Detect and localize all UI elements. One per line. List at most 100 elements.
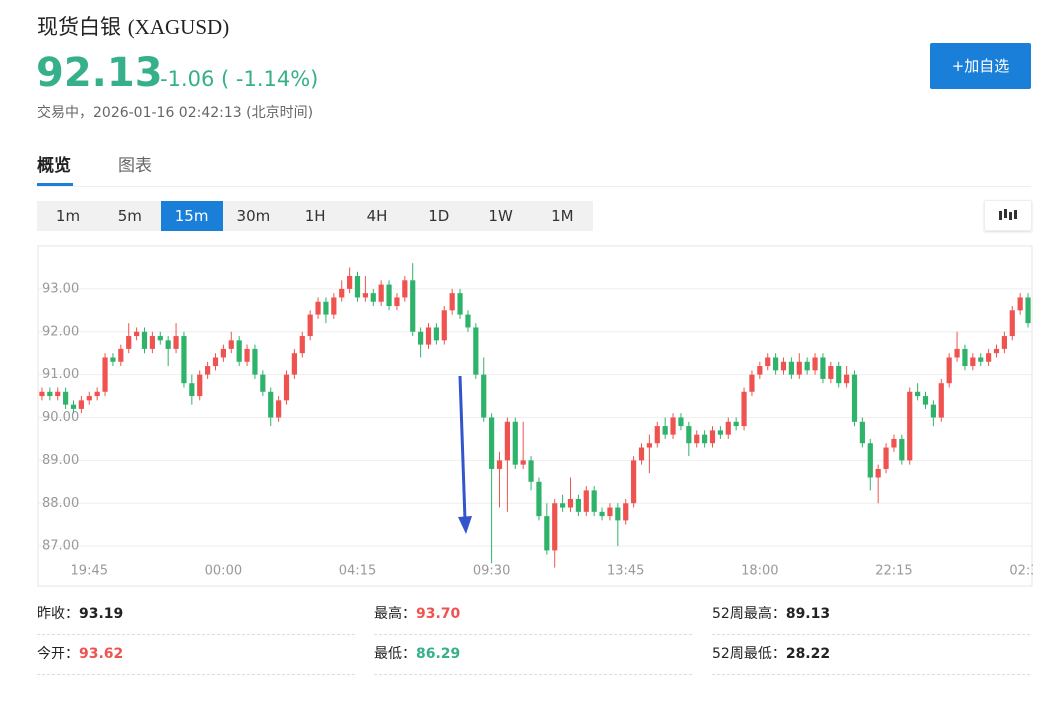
stat-label: 最高： bbox=[374, 606, 416, 622]
candle-body bbox=[347, 276, 353, 289]
stat-divider bbox=[374, 634, 692, 635]
add-watchlist-button[interactable]: +加自选 bbox=[930, 43, 1031, 89]
candle-body bbox=[970, 357, 976, 367]
candle-body bbox=[915, 391, 921, 397]
stat: 52周最高：89.13 bbox=[712, 603, 830, 623]
candle-body bbox=[386, 284, 392, 307]
tab[interactable]: 概览 bbox=[37, 156, 71, 176]
candle-body bbox=[110, 357, 116, 362]
candle-body bbox=[922, 396, 929, 405]
edge-mask bbox=[1033, 560, 1044, 580]
candle-body bbox=[473, 327, 479, 375]
y-tick-label: 90.00 bbox=[42, 410, 79, 425]
candle-body bbox=[410, 280, 416, 332]
candle-body bbox=[291, 353, 297, 375]
candle-body bbox=[686, 426, 692, 444]
candle-body bbox=[520, 460, 526, 465]
y-tick-label: 92.00 bbox=[42, 324, 79, 339]
period-button[interactable]: 15m bbox=[160, 201, 223, 231]
divider bbox=[37, 186, 1031, 187]
candle-body bbox=[63, 391, 69, 405]
candle-body bbox=[1001, 336, 1007, 349]
candle-body bbox=[528, 460, 534, 482]
candlestick-chart: 87.00 88.00 89.00 90.00 91.00 92.00 93.00 19:45… bbox=[37, 245, 1044, 587]
stat-value: 28.22 bbox=[785, 646, 831, 662]
stat: 昨收：93.19 bbox=[37, 603, 123, 623]
candle-body bbox=[804, 361, 810, 371]
candle-body bbox=[276, 400, 282, 418]
candle-body bbox=[812, 357, 818, 371]
stat-value: 89.13 bbox=[785, 606, 831, 622]
candle-body bbox=[481, 374, 487, 418]
candle-body bbox=[354, 276, 361, 298]
period-button[interactable]: 30m bbox=[236, 207, 271, 225]
candle-body bbox=[102, 357, 108, 392]
period-bar bbox=[37, 201, 593, 231]
x-tick-label: 18:00 bbox=[741, 564, 778, 579]
candle-body bbox=[1009, 310, 1015, 337]
period-button[interactable]: 1M bbox=[551, 207, 574, 225]
tab-underline bbox=[37, 183, 73, 186]
candle-body bbox=[560, 503, 566, 508]
candle-body bbox=[299, 336, 305, 354]
x-tick-label: 09:30 bbox=[473, 564, 510, 579]
candle-body bbox=[260, 374, 266, 392]
stat-value: 93.70 bbox=[416, 606, 461, 622]
stat-divider bbox=[712, 634, 1030, 635]
candle-body bbox=[757, 366, 763, 375]
candle-body bbox=[149, 336, 155, 349]
candle-body bbox=[165, 340, 171, 349]
candle-body bbox=[244, 348, 250, 362]
stat: 最高：93.70 bbox=[374, 603, 460, 623]
candle-body bbox=[796, 361, 802, 375]
candle-body bbox=[55, 391, 61, 397]
candle-body bbox=[907, 391, 913, 461]
candle-body bbox=[39, 391, 45, 397]
stat-value: 93.62 bbox=[79, 646, 124, 662]
candle-body bbox=[993, 348, 1000, 354]
candle-body bbox=[780, 361, 787, 371]
candle-body bbox=[78, 400, 84, 409]
candle-body bbox=[465, 314, 471, 328]
candle-body bbox=[709, 430, 716, 444]
candle-body bbox=[433, 327, 439, 341]
period-button[interactable]: 1m bbox=[55, 207, 81, 225]
candle-body bbox=[70, 404, 77, 409]
period-button[interactable]: 1W bbox=[488, 207, 513, 225]
candle-body bbox=[851, 374, 858, 422]
price: 92.13 bbox=[36, 50, 163, 96]
candle-body bbox=[402, 280, 408, 298]
candle-body bbox=[773, 357, 779, 371]
candle-body bbox=[370, 293, 376, 302]
candle-body bbox=[583, 490, 589, 512]
stat: 52周最低：28.22 bbox=[712, 643, 830, 663]
period-button[interactable]: 5m bbox=[117, 207, 142, 225]
period-button[interactable]: 1D bbox=[428, 207, 450, 225]
chart-type-button[interactable] bbox=[984, 200, 1032, 231]
tab[interactable]: 图表 bbox=[118, 156, 152, 176]
candle-body bbox=[591, 490, 597, 512]
period-button[interactable]: 1H bbox=[304, 207, 326, 225]
candle-body bbox=[228, 340, 234, 349]
stat-divider bbox=[712, 674, 1030, 675]
candle-body bbox=[47, 391, 53, 397]
candle-body bbox=[94, 391, 100, 397]
candle-body bbox=[930, 404, 936, 418]
candle-body bbox=[670, 417, 676, 435]
plot-frame bbox=[37, 245, 1033, 587]
annotation-arrow bbox=[458, 375, 467, 521]
candle-body bbox=[859, 421, 865, 444]
chart-type-icon bbox=[999, 209, 1017, 220]
candle-body bbox=[268, 391, 274, 418]
x-tick-label: 00:00 bbox=[205, 564, 242, 579]
candle-body bbox=[836, 366, 842, 384]
period-button[interactable]: 4H bbox=[366, 207, 388, 225]
candle-body bbox=[197, 374, 203, 397]
candle-body bbox=[1017, 297, 1023, 311]
y-tick-label: 91.00 bbox=[42, 367, 79, 382]
candle-body bbox=[378, 284, 384, 302]
candle-body bbox=[962, 348, 968, 367]
candle-body bbox=[741, 391, 747, 427]
candle-body bbox=[504, 421, 510, 461]
candle-body bbox=[788, 361, 794, 375]
